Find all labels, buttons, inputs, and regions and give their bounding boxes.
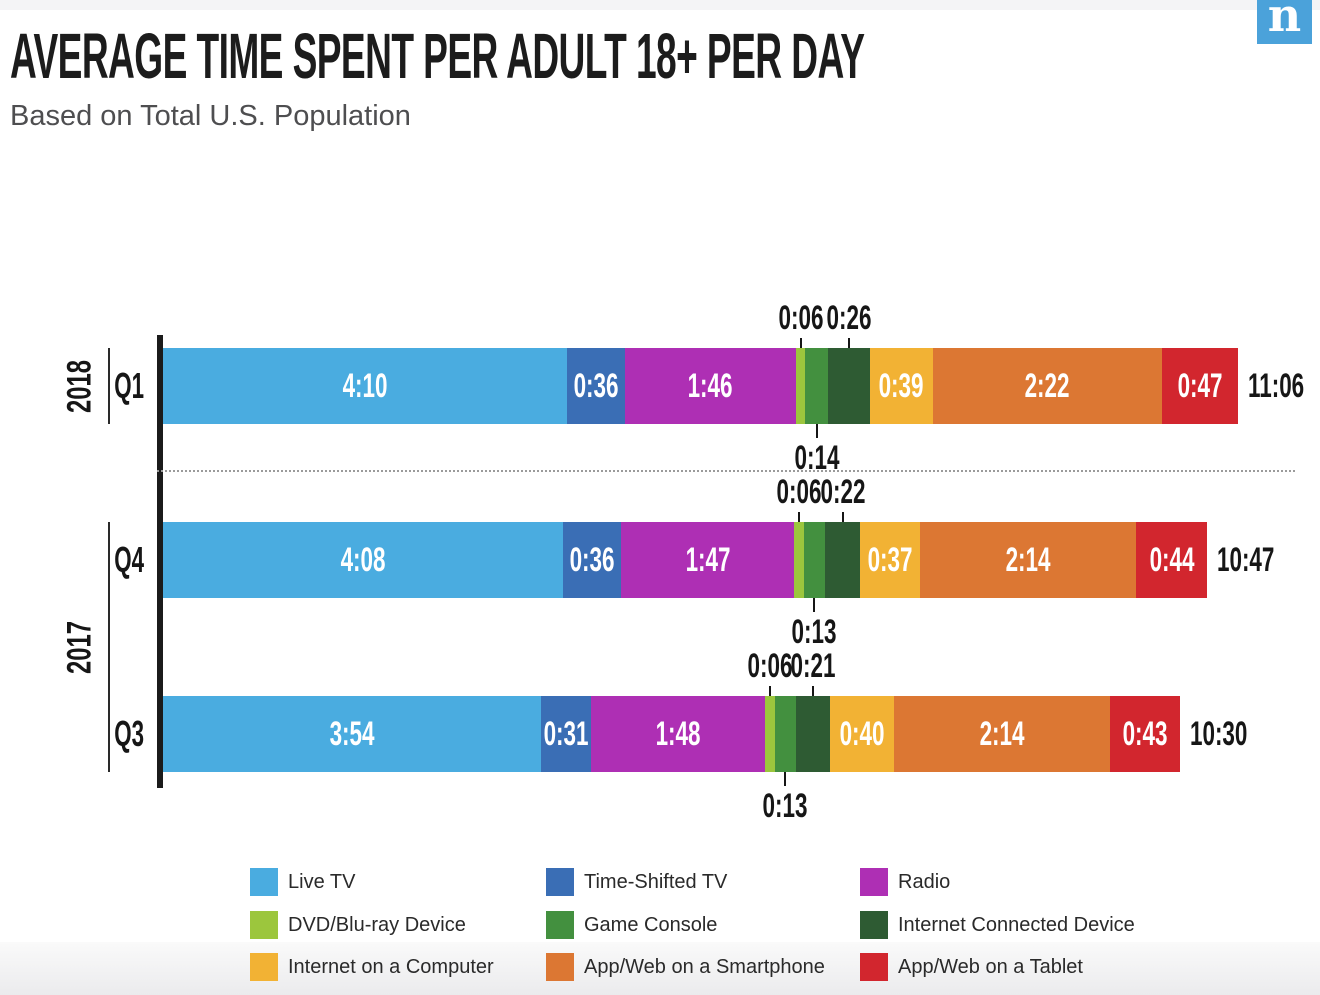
callout-value-game-console: 0:13	[791, 613, 837, 651]
year-label-2018: 2018	[56, 348, 104, 424]
callout-tick-internet-connected-device	[811, 686, 814, 696]
segment-app-web-on-a-tablet: 0:44	[1136, 522, 1208, 598]
total-value: 10:30	[1189, 714, 1248, 753]
row-label-q1: Q1	[92, 348, 144, 424]
segment-time-shifted-tv: 0:31	[540, 696, 591, 772]
segment-game-console	[803, 522, 825, 598]
segment-value-label: 0:37	[867, 540, 913, 579]
row-label-text: Q3	[114, 713, 144, 754]
year-separator-line	[157, 470, 1295, 472]
callout-tick-internet-connected-device	[841, 512, 844, 522]
segment-radio: 1:48	[590, 696, 766, 772]
row-label-q3: Q3	[92, 696, 144, 772]
total-label-q4: 10:47	[1217, 522, 1304, 598]
row-label-text: Q1	[114, 365, 144, 406]
y-axis-line	[157, 335, 163, 788]
bar-2018-q1: 4:10 0:36 1:46 0:39 2:22 0:47	[163, 348, 1238, 424]
segment-value-label: 0:40	[839, 714, 885, 753]
year-bracket-2017	[108, 522, 110, 772]
row-label-text: Q4	[114, 539, 144, 580]
segment-value-label: 1:46	[687, 366, 733, 405]
segment-app-web-on-a-smartphone: 2:14	[919, 522, 1137, 598]
segment-live-tv: 4:10	[163, 348, 567, 424]
segment-dvd-blu-ray-device	[794, 522, 804, 598]
segment-dvd-blu-ray-device	[795, 348, 806, 424]
segment-value-label: 0:47	[1177, 366, 1223, 405]
total-label-q1: 11:06	[1248, 348, 1320, 424]
segment-value-label: 1:47	[685, 540, 731, 579]
segment-app-web-on-a-smartphone: 2:22	[932, 348, 1163, 424]
segment-value-label: 0:36	[573, 366, 619, 405]
segment-live-tv: 3:54	[163, 696, 541, 772]
nielsen-logo: n	[1257, 0, 1312, 44]
segment-value-label: 0:44	[1149, 540, 1195, 579]
bar-2017-q4: 4:08 0:36 1:47 0:37 2:14 0:44	[163, 522, 1208, 598]
bottom-edge-strip	[0, 942, 1320, 995]
segment-internet-connected-device	[795, 696, 830, 772]
segment-live-tv: 4:08	[163, 522, 564, 598]
segment-value-label: 2:14	[979, 714, 1025, 753]
callout-value-dvd-blu-ray-device: 0:06	[776, 473, 822, 511]
callout-value-dvd-blu-ray-device: 0:06	[778, 299, 824, 337]
callout-value-internet-connected-device: 0:26	[826, 299, 872, 337]
year-label-2017: 2017	[56, 522, 104, 772]
callout-value-internet-connected-device: 0:22	[820, 473, 865, 511]
segment-value-label: 4:08	[340, 540, 386, 579]
segment-time-shifted-tv: 0:36	[563, 522, 622, 598]
nielsen-logo-letter: n	[1267, 0, 1302, 42]
chart-title: AVERAGE TIME SPENT PER ADULT 18+ PER DAY	[10, 20, 865, 92]
callout-tick-dvd-blu-ray-device	[799, 338, 802, 348]
segment-radio: 1:47	[621, 522, 795, 598]
segment-radio: 1:46	[624, 348, 796, 424]
segment-dvd-blu-ray-device	[765, 696, 775, 772]
callout-value-internet-connected-device: 0:21	[790, 647, 836, 685]
segment-value-label: 0:31	[543, 714, 589, 753]
chart-subtitle: Based on Total U.S. Population	[10, 100, 411, 132]
callout-value-dvd-blu-ray-device: 0:06	[747, 647, 793, 685]
segment-internet-on-a-computer: 0:37	[860, 522, 920, 598]
segment-value-label: 1:48	[655, 714, 701, 753]
segment-value-label: 4:10	[342, 366, 388, 405]
segment-app-web-on-a-tablet: 0:43	[1110, 696, 1180, 772]
callout-tick-internet-connected-device	[847, 338, 850, 348]
segment-value-label: 0:39	[878, 366, 924, 405]
segment-internet-on-a-computer: 0:39	[869, 348, 933, 424]
segment-time-shifted-tv: 0:36	[566, 348, 625, 424]
callout-tick-dvd-blu-ray-device	[797, 512, 800, 522]
year-bracket-2018	[108, 348, 110, 424]
callout-tick-game-console	[784, 772, 787, 786]
callout-tick-game-console	[813, 598, 816, 612]
segment-value-label: 0:36	[569, 540, 615, 579]
total-value: 11:06	[1248, 366, 1305, 405]
callout-value-game-console: 0:14	[794, 439, 840, 477]
year-label-text: 2017	[60, 620, 99, 674]
segment-value-label: 2:14	[1005, 540, 1051, 579]
callout-value-game-console: 0:13	[762, 787, 808, 825]
segment-value-label: 2:22	[1024, 366, 1070, 405]
segment-value-label: 3:54	[329, 714, 375, 753]
top-edge-strip	[0, 0, 1320, 10]
year-label-text: 2018	[60, 359, 99, 413]
segment-value-label: 0:43	[1122, 714, 1168, 753]
callout-tick-dvd-blu-ray-device	[768, 686, 771, 696]
segment-internet-on-a-computer: 0:40	[829, 696, 895, 772]
bar-2017-q3: 3:54 0:31 1:48 0:40 2:14 0:43	[163, 696, 1180, 772]
segment-game-console	[805, 348, 828, 424]
total-value: 10:47	[1217, 540, 1275, 579]
segment-internet-connected-device	[824, 522, 861, 598]
segment-game-console	[774, 696, 796, 772]
total-label-q3: 10:30	[1190, 696, 1277, 772]
segment-internet-connected-device	[827, 348, 870, 424]
callout-tick-game-console	[815, 424, 818, 438]
segment-app-web-on-a-smartphone: 2:14	[894, 696, 1111, 772]
row-label-q4: Q4	[92, 522, 144, 598]
segment-app-web-on-a-tablet: 0:47	[1162, 348, 1238, 424]
